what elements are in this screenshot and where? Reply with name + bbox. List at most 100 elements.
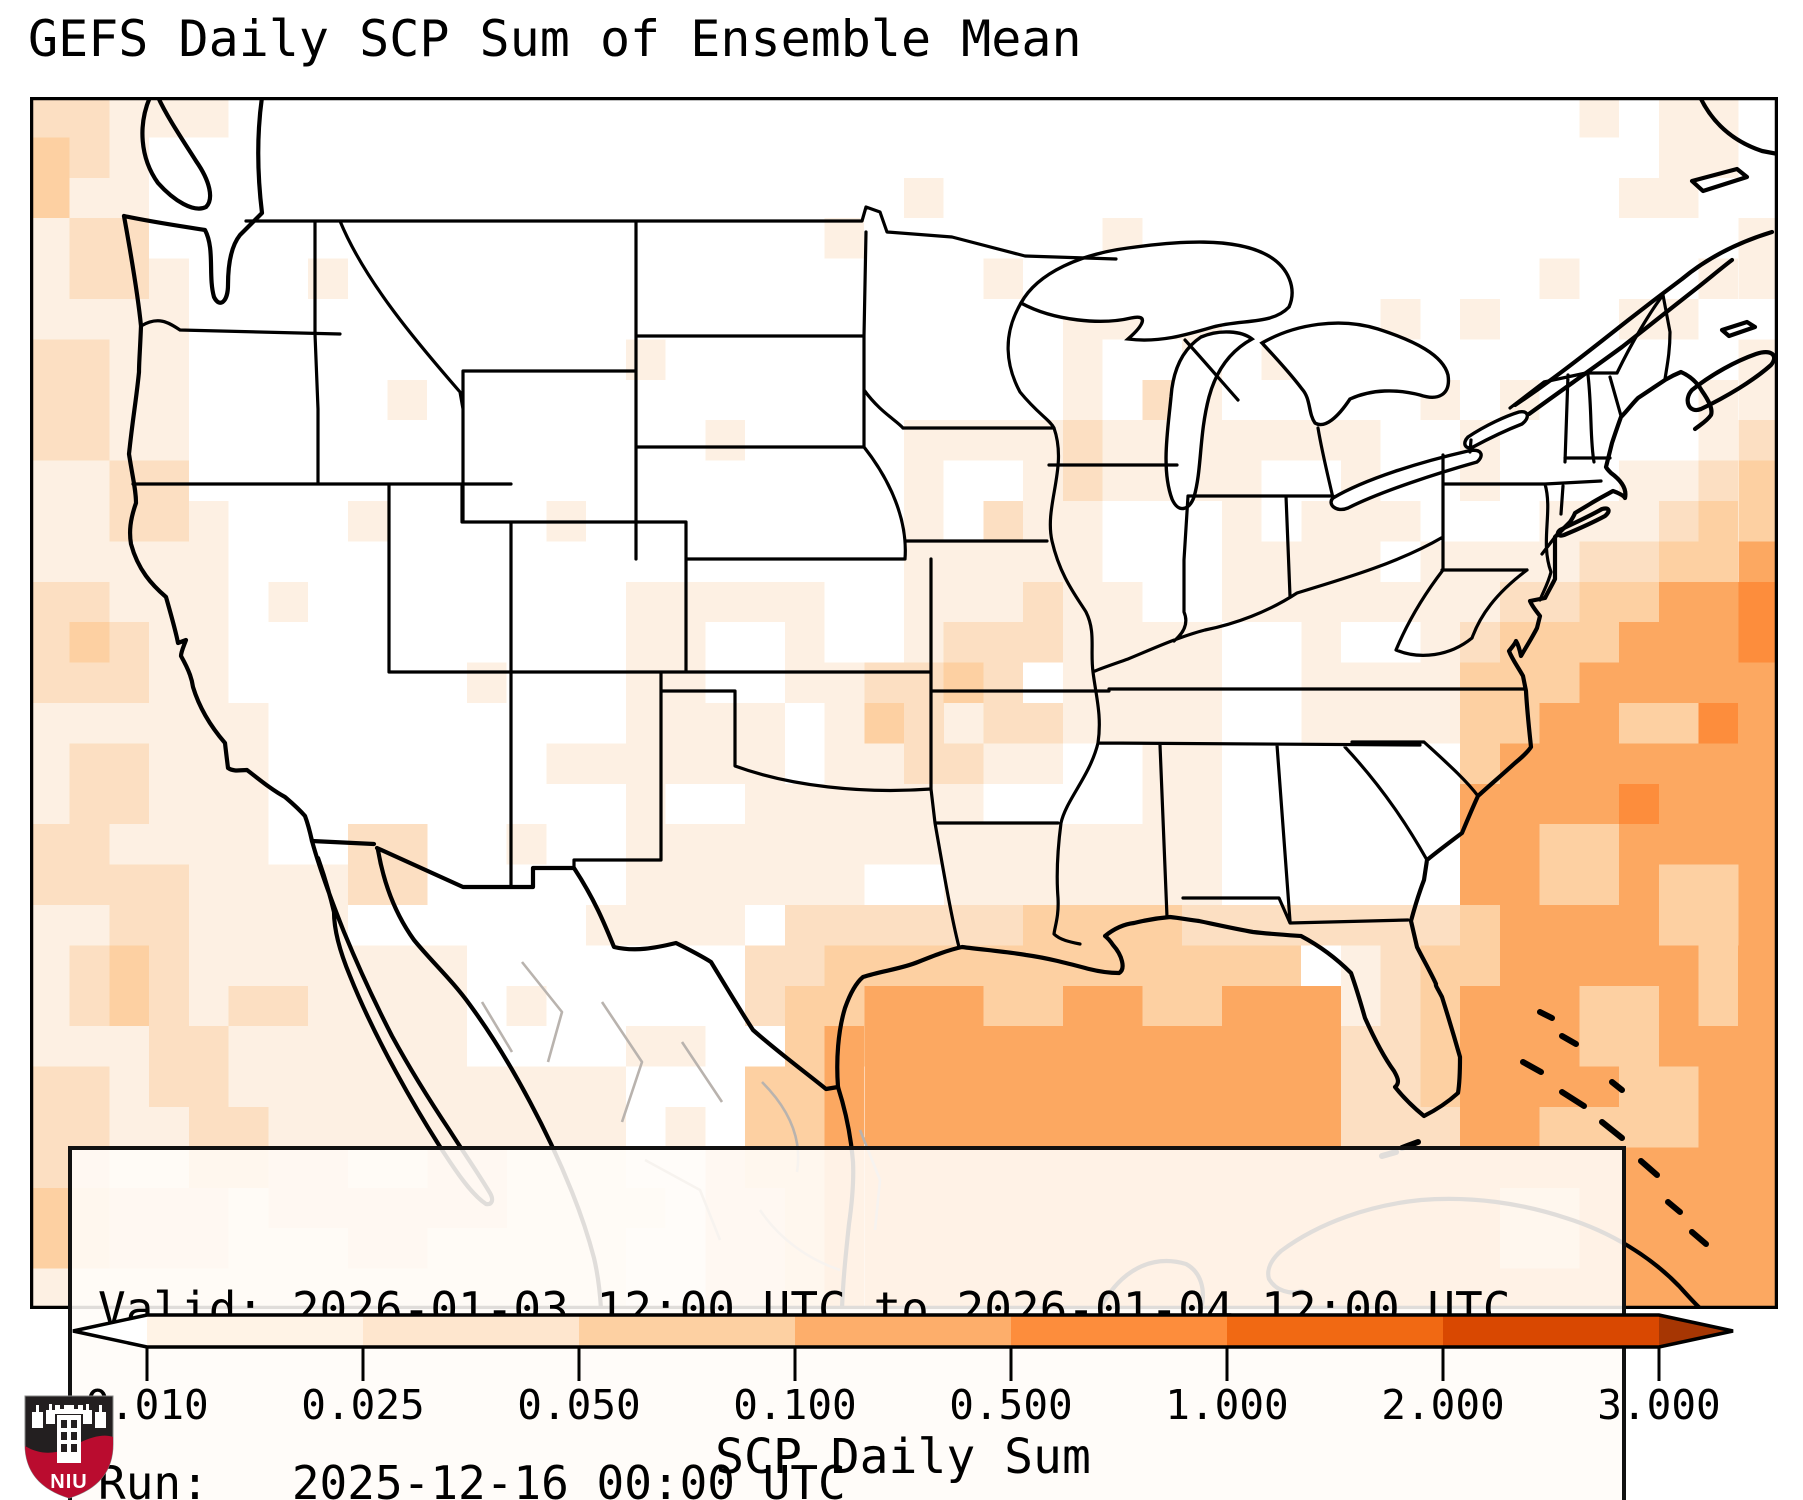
scp-cell bbox=[784, 703, 825, 784]
lake-huron bbox=[1259, 321, 1451, 427]
scp-cell bbox=[1420, 541, 1500, 582]
lake-michigan bbox=[1164, 330, 1256, 511]
scp-cell bbox=[824, 581, 904, 663]
colorbar-ticks bbox=[145, 1347, 1661, 1381]
scp-cell bbox=[1460, 905, 1500, 986]
scp-cell bbox=[983, 501, 1024, 542]
scp-cell bbox=[1658, 97, 1739, 178]
scp-cell bbox=[467, 662, 507, 703]
scp-cell bbox=[1579, 985, 1659, 1067]
colorbar-tick-label: 0.100 bbox=[733, 1381, 856, 1429]
colorbar-segment bbox=[1227, 1315, 1443, 1347]
scp-cell bbox=[1658, 460, 1699, 501]
lake-ontario bbox=[1463, 410, 1529, 450]
niu-logo-text: NIU bbox=[50, 1471, 87, 1493]
scp-cell bbox=[506, 985, 547, 1027]
scp-cell bbox=[665, 783, 746, 825]
scp-cell bbox=[228, 985, 309, 1027]
scp-cell bbox=[30, 339, 110, 461]
scp-cell bbox=[109, 945, 150, 1027]
scp-cell bbox=[1619, 783, 1659, 825]
scp-cell bbox=[30, 824, 110, 905]
scp-cell bbox=[1420, 945, 1461, 1107]
niu-logo: NIU bbox=[24, 1395, 114, 1499]
scp-cell bbox=[864, 703, 904, 744]
scp-cell bbox=[625, 339, 666, 380]
scp-cell bbox=[1142, 581, 1222, 623]
scp-cell bbox=[1460, 662, 1500, 784]
scp-cell bbox=[1698, 460, 1739, 501]
nova-scotia-coast bbox=[1685, 97, 1778, 413]
niu-shield-red-band bbox=[25, 1435, 113, 1498]
bahamas-islands bbox=[1520, 1009, 1709, 1247]
scp-cell bbox=[1062, 420, 1103, 501]
scp-cell bbox=[1539, 824, 1620, 905]
colorbar-under-arrow bbox=[73, 1315, 147, 1347]
colorbar-over-arrow bbox=[1659, 1315, 1733, 1347]
colorbar-tick-label: 0.050 bbox=[517, 1381, 640, 1429]
scp-cell bbox=[983, 258, 1024, 299]
scp-cell bbox=[1619, 581, 1659, 623]
scp-cell bbox=[824, 945, 1302, 986]
colorbar-segment bbox=[1443, 1315, 1659, 1347]
colorbar-segment bbox=[147, 1315, 363, 1347]
colorbar-segment bbox=[1011, 1315, 1227, 1347]
state-border-lines bbox=[131, 205, 1672, 949]
scp-cell bbox=[1380, 501, 1421, 542]
scp-cell bbox=[109, 460, 189, 542]
colorbar-segment bbox=[795, 1315, 1011, 1347]
scp-cell bbox=[1023, 905, 1183, 946]
scp-cell bbox=[904, 177, 944, 219]
scp-cell bbox=[1619, 460, 1659, 542]
puget-sound-coast bbox=[121, 97, 265, 305]
scp-cell bbox=[69, 622, 110, 663]
scp-cell bbox=[983, 985, 1063, 1027]
map-panel: Valid: 2026-01-03 12:00 UTC to 2026-01-0… bbox=[30, 97, 1778, 1500]
scp-cell bbox=[347, 501, 388, 542]
scp-cell bbox=[1658, 501, 1699, 542]
scp-cell bbox=[943, 662, 984, 703]
scp-cell bbox=[1499, 622, 1540, 744]
scp-field-pixels bbox=[30, 97, 1778, 1309]
st-lawrence-river bbox=[1512, 229, 1775, 417]
colorbar-tick-labels: 0.010 0.025 0.050 0.100 0.500 1.000 2.000 3.000 bbox=[85, 1381, 1720, 1429]
colorbar-segment bbox=[579, 1315, 795, 1347]
colorbar-tick-label: 0.500 bbox=[949, 1381, 1072, 1429]
scp-cell bbox=[1658, 864, 1739, 946]
scp-cell bbox=[1341, 945, 1381, 1027]
colorbar-tick-label: 2.000 bbox=[1381, 1381, 1504, 1429]
scp-cell bbox=[1539, 258, 1580, 299]
scp-cell bbox=[30, 137, 70, 219]
colorbar-tick-label: 3.000 bbox=[1597, 1381, 1720, 1429]
scp-cell bbox=[1460, 299, 1500, 340]
scp-cell bbox=[387, 379, 428, 421]
colorbar-tick-label: 1.000 bbox=[1165, 1381, 1288, 1429]
scp-cell bbox=[1619, 1066, 1699, 1148]
scp-cell bbox=[1023, 581, 1063, 663]
run-time-line: Run: 2025-12-16 00:00 UTC bbox=[98, 1456, 846, 1500]
scp-cell bbox=[1579, 97, 1620, 138]
scp-cell bbox=[1698, 945, 1739, 1027]
scp-cell bbox=[983, 703, 1063, 744]
colorbar: 0.010 0.025 0.050 0.100 0.500 1.000 2.000 3.000… bbox=[72, 1313, 1734, 1485]
scp-cell bbox=[109, 622, 150, 703]
scp-cell bbox=[546, 743, 626, 784]
scp-cell bbox=[705, 420, 746, 461]
scp-cell bbox=[1619, 703, 1699, 744]
scp-cell bbox=[1539, 622, 1580, 703]
colorbar-tick-label: 0.025 bbox=[301, 1381, 424, 1429]
castle-windows bbox=[61, 1420, 77, 1452]
scp-cell bbox=[983, 783, 1063, 825]
scp-cell bbox=[665, 1107, 706, 1148]
figure-title: GEFS Daily SCP Sum of Ensemble Mean bbox=[28, 10, 1082, 68]
scp-cell bbox=[1221, 622, 1262, 703]
scp-cell bbox=[1499, 743, 1540, 784]
scp-cell bbox=[1698, 501, 1739, 582]
colorbar-segments bbox=[147, 1315, 1659, 1347]
scp-cell bbox=[1619, 541, 1659, 582]
long-island-coast bbox=[1555, 506, 1611, 538]
scp-cell bbox=[1698, 703, 1739, 744]
scp-cell bbox=[268, 581, 309, 623]
scp-cell bbox=[864, 864, 944, 905]
